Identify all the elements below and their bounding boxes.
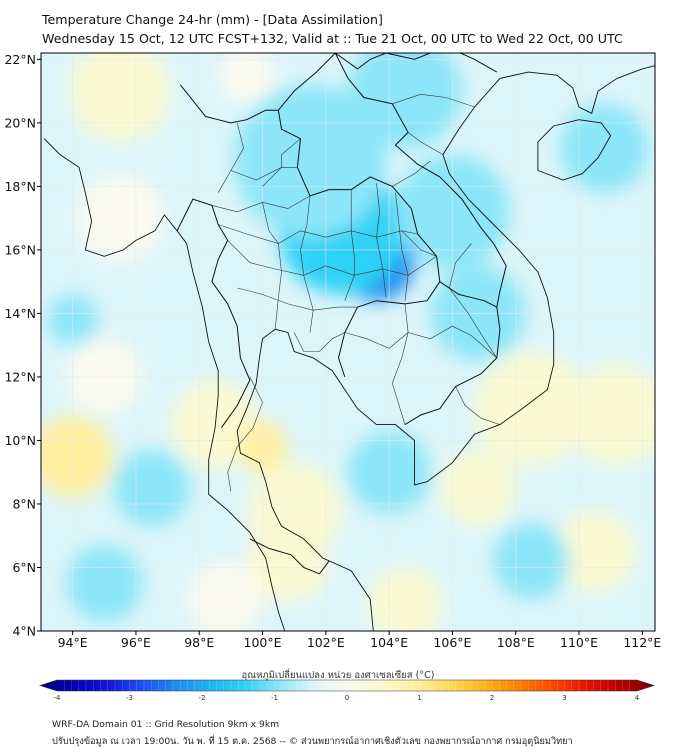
colorbar-bar: [39, 679, 655, 692]
x-tick-label-0: 94°E: [58, 635, 88, 650]
field-blob-10: [218, 53, 276, 104]
coastline-0: [43, 138, 286, 631]
colorbar-tick-label-5: 1: [417, 694, 421, 702]
field-blob-20: [566, 364, 655, 466]
y-tick-label-7: 18°N: [4, 179, 36, 194]
colorbar-tick-label-2: -2: [199, 694, 206, 702]
x-axis: 94°E 96°E 98°E 100°E 102°E 104°E 106°E 108°E 110…: [58, 631, 661, 650]
province-line-16: [392, 160, 431, 187]
border-line-5: [334, 53, 507, 308]
y-tick-label-2: 8°N: [12, 496, 36, 511]
y-axis: 4°N 6°N 8°N 10°N 12°N 14°N 16°N 18°N 20°N 22°N: [4, 52, 41, 639]
y-tick-label-0: 4°N: [12, 624, 36, 639]
y-tick-label-3: 10°N: [4, 433, 36, 448]
field-blob-11: [75, 173, 165, 263]
border-line-7: [249, 538, 330, 575]
colorbar-label: อุณหภูมิเปลี่ยนแปลง หน่วย องศาเซลเซียส (…: [241, 670, 435, 681]
field-blob-6: [560, 103, 649, 193]
coastline-1: [236, 65, 655, 631]
border-line-6: [404, 281, 501, 426]
grid-lines: [41, 53, 655, 631]
province-line-14: [401, 230, 437, 257]
y-tick-label-4: 12°N: [4, 369, 36, 384]
province-line-5: [262, 202, 282, 330]
chart-subtitle: Wednesday 15 Oct, 12 UTC FCST+132, Valid…: [42, 31, 623, 46]
province-line-19: [449, 287, 498, 359]
y-tick-label-6: 16°N: [4, 242, 36, 257]
chart-title: Temperature Change 24-hr (mm) - [Data As…: [42, 12, 383, 27]
field-blob-18: [186, 561, 263, 631]
province-line-1: [230, 167, 298, 181]
colorbar-tick-label-7: 3: [562, 694, 566, 702]
colorbar-tick-label-1: -3: [126, 694, 133, 702]
coastline-2: [537, 119, 612, 181]
province-line-11: [262, 138, 301, 187]
border-line-0: [179, 84, 279, 124]
province-line-18: [344, 325, 497, 359]
footer-update-info: ปรับปรุงข้อมูล ณ เวลา 19:00น. วัน พ. ที่…: [52, 736, 573, 747]
field-blob-19: [474, 351, 589, 466]
y-tick-label-8: 20°N: [4, 115, 36, 130]
colorbar-tick-label-6: 2: [490, 694, 494, 702]
x-tick-label-5: 104°E: [370, 635, 408, 650]
colorbar-tick-label-4: 0: [345, 694, 349, 702]
x-tick-label-1: 96°E: [121, 635, 151, 650]
field-blob-5: [348, 53, 462, 149]
colorbar-tick-label-8: 4: [635, 694, 640, 702]
footer-domain-info: WRF-DA Domain 01 :: Grid Resolution 9km …: [52, 719, 280, 730]
field-blob-9: [69, 53, 171, 142]
field-blob-13: [41, 415, 114, 498]
y-tick-label-9: 22°N: [4, 52, 36, 67]
x-tick-label-8: 110°E: [560, 635, 598, 650]
province-line-6: [300, 195, 314, 333]
y-tick-label-5: 14°N: [4, 306, 36, 321]
field-blob-23: [553, 510, 637, 593]
y-tick-label-1: 6°N: [12, 560, 36, 575]
x-tick-label-6: 106°E: [433, 635, 471, 650]
x-tick-label-9: 112°E: [623, 635, 661, 650]
province-line-4: [237, 287, 358, 311]
field-blob-17: [246, 519, 330, 603]
province-line-21: [392, 93, 475, 108]
province-line-22: [407, 132, 444, 155]
province-line-9: [395, 192, 409, 301]
plot-frame: [40, 52, 656, 632]
x-tick-label-2: 98°E: [184, 635, 214, 650]
colorbar: -4 -3 -2 -1 0 1 2 3 4: [39, 679, 655, 702]
province-line-13: [293, 332, 345, 352]
field-blob-25: [66, 545, 143, 622]
province-line-3: [227, 240, 437, 276]
province-line-7: [344, 189, 355, 301]
border-line-3: [278, 53, 336, 111]
field-blob-24: [113, 449, 190, 527]
x-tick-label-3: 100°E: [244, 635, 282, 650]
border-line-2: [277, 110, 441, 378]
province-line-10: [217, 122, 244, 193]
x-tick-label-7: 108°E: [497, 635, 535, 650]
border-line-1: [176, 198, 251, 428]
province-line-12: [227, 376, 263, 492]
province-line-8: [376, 183, 387, 298]
colorbar-tick-label-0: -4: [54, 694, 62, 702]
province-line-17: [391, 303, 409, 425]
colorbar-tick-label-3: -1: [271, 694, 278, 702]
border-line-4: [335, 53, 498, 73]
province-line-20: [455, 386, 500, 425]
geographic-lines: [43, 53, 655, 631]
field-blob-26: [493, 523, 570, 600]
field-blob-22: [367, 567, 443, 631]
field-blobs: [41, 53, 655, 631]
field-blob-21: [439, 449, 516, 527]
temperature-field: [41, 53, 655, 631]
x-tick-label-4: 102°E: [307, 635, 345, 650]
province-line-2: [218, 224, 418, 244]
